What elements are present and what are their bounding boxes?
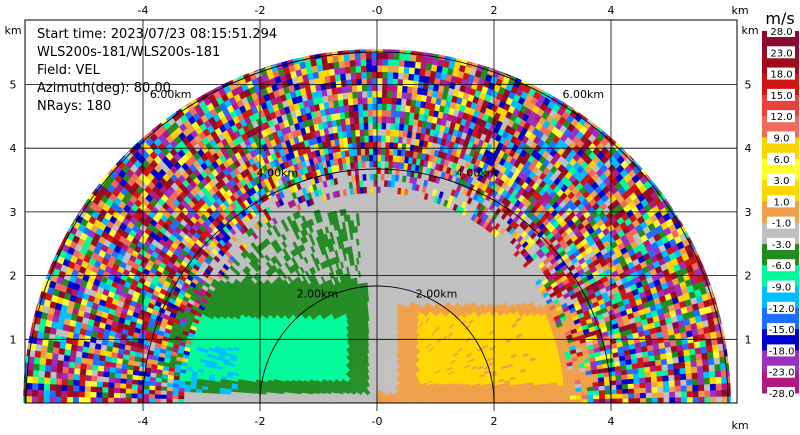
azimuth-label: Azimuth(deg): 80.00 [37,81,171,96]
colorbar-label-11: -6.0 [772,261,792,272]
colorbar-label-bg-16 [767,365,795,378]
colorbar-label-bg-12 [767,280,795,293]
colorbar-label-10: -3.0 [772,240,792,251]
colorbar-label-bg-13 [767,301,795,314]
colorbar-label-12: -9.0 [772,283,792,294]
colorbar-label-0: 28.0 [770,27,792,38]
colorbar-label-9: -1.0 [772,219,792,230]
colorbar-label-1: 23.0 [770,48,792,59]
plot-frame [24,19,738,404]
range-ring-1 [142,168,612,404]
y-tick-label-left-2: 3 [10,206,17,219]
range-ring-label-1-0: 4.00km [456,166,498,179]
x-unit-label-bottom: km [731,419,748,432]
y-unit-label-right: km [741,24,758,37]
colorbar-label-bg-5 [767,131,795,144]
x-tick-label-bottom-3: 2 [491,415,498,428]
colorbar-label-3: 15.0 [770,91,792,102]
nrays-label: NRays: 180 [37,99,112,114]
colorbar-label-bg-2 [767,67,795,80]
colorbar-unit: m/s [765,9,794,28]
colorbar-label-6: 6.0 [774,155,790,166]
colorbar-label-2: 18.0 [770,70,792,81]
y-tick-label-left-3: 4 [10,142,17,155]
x-tick-label-bottom-2: -0 [372,415,383,428]
colorbar-label-bg-6 [767,152,795,165]
x-tick-label-top-4: 4 [608,4,615,17]
colorbar-label-bg-8 [767,195,795,208]
colorbar-label-bg-7 [767,174,795,187]
site-label: WLS200s-181/WLS200s-181 [37,45,221,60]
range-ring-0 [259,285,495,404]
colorbar-label-15: -18.0 [769,346,795,357]
colorbar-label-13: -12.0 [769,304,795,315]
colorbar-label-bg-4 [767,110,795,123]
colorbar-label-bg-14 [767,323,795,336]
x-tick-label-top-3: 2 [491,4,498,17]
x-tick-label-top-2: -0 [372,4,383,17]
colorbar-label-bg-1 [767,46,795,59]
y-tick-label-right-0: 1 [745,333,752,346]
field-label: Field: VEL [37,63,100,78]
colorbar-label-17: -28.0 [769,389,795,400]
y-tick-label-left-4: 5 [10,79,17,92]
y-tick-label-left-0: 1 [10,333,17,346]
y-tick-label-left-1: 2 [10,270,17,283]
y-unit-label-left: km [4,24,21,37]
range-ring-label-0-1: 2.00km [297,287,339,300]
colorbar-label-bg-15 [767,344,795,357]
x-tick-label-top-0: -4 [138,4,149,17]
range-ring-label-1-1: 4.00km [257,166,299,179]
colorbar-label-4: 12.0 [770,112,792,123]
velocity-field [23,49,731,403]
y-tick-label-right-3: 4 [745,142,752,155]
colorbar-label-14: -15.0 [769,325,795,336]
x-tick-label-top-1: -2 [255,4,266,17]
x-unit-label-top: km [731,4,748,17]
y-tick-label-right-2: 3 [745,206,752,219]
colorbar-label-5: 9.0 [774,133,790,144]
y-tick-label-right-4: 5 [745,79,752,92]
colorbar-label-bg-11 [767,259,795,272]
y-tick-label-right-1: 2 [745,270,752,283]
colorbar-label-bg-3 [767,88,795,101]
x-tick-label-bottom-0: -4 [138,415,149,428]
scan-info: Start time: 2023/07/23 08:15:51.294 WLS2… [37,26,277,116]
colorbar-label-16: -23.0 [769,368,795,379]
range-ring-label-2-1: 6.00km [150,88,192,101]
colorbar-label-7: 3.0 [774,176,790,187]
x-tick-label-bottom-4: 4 [608,415,615,428]
colorbar-label-bg-10 [767,237,795,250]
colorbar-label-8: 1.0 [774,197,790,208]
colorbar-label-bg-9 [767,216,795,229]
range-ring-label-0-0: 2.00km [416,287,458,300]
colorbar-label-bg-17 [767,387,795,399]
colorbar-label-bg-0 [767,25,795,37]
range-ring-label-2-0: 6.00km [563,88,605,101]
range-ring-2 [25,51,729,404]
x-tick-label-bottom-1: -2 [255,415,266,428]
start-time-label: Start time: 2023/07/23 08:15:51.294 [37,27,278,42]
